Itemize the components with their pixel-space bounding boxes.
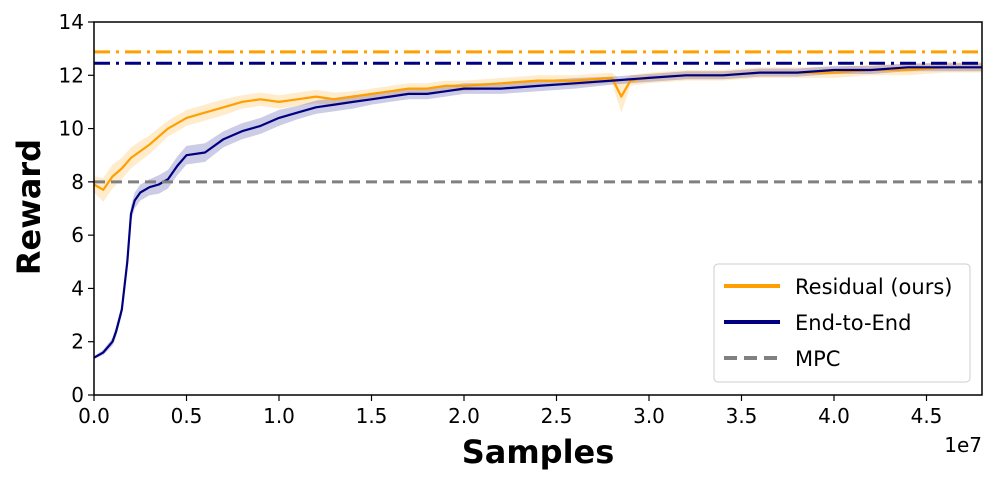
legend-box — [713, 263, 971, 383]
x-axis-ticks: 0.0 0.5 1.0 1.5 2.0 2.5 3.0 3.5 4.0 4.5 — [78, 395, 942, 428]
x-tick-label: 2.5 — [541, 404, 573, 428]
reference-lines — [94, 50, 982, 65]
y-tick-label: 14 — [59, 10, 84, 34]
plot-frame — [93, 21, 983, 396]
legend: Residual (ours) End-to-End MPC — [713, 263, 971, 383]
x-axis-offset-label: 1e7 — [944, 433, 982, 457]
x-tick-label: 1.0 — [263, 404, 295, 428]
x-tick-label: 4.0 — [818, 404, 850, 428]
y-tick-label: 0 — [71, 383, 84, 407]
legend-label-mpc: MPC — [795, 347, 840, 371]
y-tick-label: 12 — [59, 63, 84, 87]
x-tick-label: 2.0 — [448, 404, 480, 428]
x-tick-label: 0.0 — [78, 404, 110, 428]
x-tick-label: 1.5 — [356, 404, 388, 428]
x-axis-title: Samples — [462, 433, 615, 471]
y-tick-label: 10 — [59, 117, 84, 141]
y-tick-label: 2 — [71, 330, 84, 354]
x-tick-label: 3.0 — [633, 404, 665, 428]
y-axis-ticks: 0 2 4 6 8 10 12 14 — [59, 10, 94, 407]
x-tick-label: 3.5 — [726, 404, 758, 428]
y-tick-label: 8 — [71, 170, 84, 194]
y-axis-title: Reward — [10, 139, 48, 275]
y-tick-label: 4 — [71, 276, 84, 300]
legend-label-residual-ours: Residual (ours) — [795, 275, 952, 299]
legend-label-end-to-end: End-to-End — [795, 311, 911, 335]
y-tick-label: 6 — [71, 223, 84, 247]
end-to-end-line — [93, 66, 982, 359]
axes-frame — [93, 21, 983, 396]
series-lines — [93, 66, 982, 359]
x-tick-label: 4.5 — [911, 404, 943, 428]
x-tick-label: 0.5 — [171, 404, 203, 428]
